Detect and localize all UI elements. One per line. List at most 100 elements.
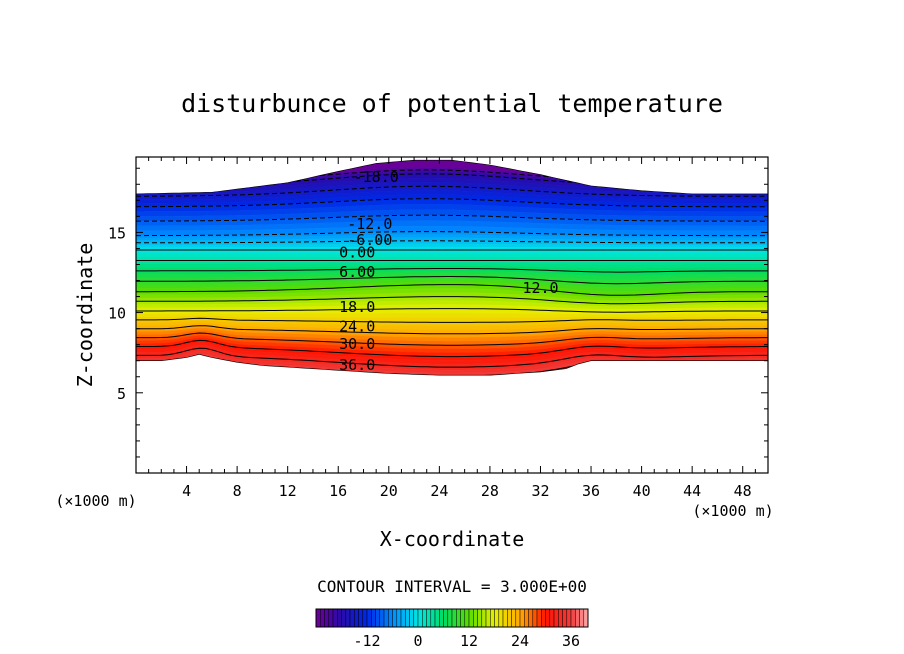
contour-line [136, 214, 768, 222]
contour-label: -18.0 [354, 168, 399, 186]
colorbar-cell [354, 608, 359, 628]
colorbar-cell [515, 608, 521, 628]
contour-line [136, 240, 768, 244]
contour-label: 6.00 [339, 263, 375, 281]
colorbar-cell [439, 608, 444, 628]
y-axis-ticks: 5 10 15 [108, 167, 768, 458]
colorbar-cell [490, 608, 495, 628]
x-tick-label: 24 [430, 482, 448, 500]
contour-line [136, 339, 768, 358]
colorbar-cell [549, 608, 555, 628]
colorbar-cell [332, 608, 338, 628]
colorbar-cell [575, 608, 580, 628]
y-tick-label: 5 [117, 385, 126, 403]
colorbar-cell [447, 608, 453, 628]
colorbar-cell [400, 608, 406, 628]
colorbar-cell [405, 608, 410, 628]
colorbar-cell [524, 608, 529, 628]
colorbar-cell [328, 608, 334, 628]
contour-line [136, 198, 768, 208]
colorbar-cell [473, 608, 478, 628]
x-axis-label: X-coordinate [380, 527, 525, 551]
contour-label: 24.0 [339, 317, 375, 335]
colorbar [315, 608, 589, 628]
colorbar-cell [536, 608, 542, 628]
colorbar-cell [358, 608, 364, 628]
x-unit-label-right: (×1000 m) [692, 502, 773, 520]
colorbar-cell [371, 608, 376, 628]
color-bands [136, 160, 768, 376]
contour-line [136, 268, 768, 273]
contour-label: 30.0 [339, 335, 375, 353]
contour-label: 12.0 [522, 279, 558, 297]
colorbar-cell [409, 608, 415, 628]
colorbar-cell [434, 608, 440, 628]
x-tick-label: 20 [380, 482, 398, 500]
colorbar-cell [456, 608, 461, 628]
colorbar-cell [366, 608, 372, 628]
colorbar-cell [345, 608, 351, 628]
colorbar-cell [481, 608, 487, 628]
colorbar-cell [558, 608, 563, 628]
colorbar-cell [464, 608, 470, 628]
colorbar-cell [413, 608, 419, 628]
x-tick-label: 32 [531, 482, 549, 500]
colorbar-cell [426, 608, 432, 628]
colorbar-cell [422, 608, 427, 628]
colorbar-cell [562, 608, 568, 628]
colorbar-cell [502, 608, 508, 628]
x-tick-label: 48 [734, 482, 752, 500]
contour-line [136, 296, 768, 305]
colorbar-cell [460, 608, 466, 628]
x-tick-label: 28 [481, 482, 499, 500]
color-band [136, 249, 768, 254]
contour-label: 18.0 [339, 298, 375, 316]
colorbar-cell [396, 608, 402, 628]
color-band [136, 256, 768, 261]
colorbar-tick-labels: -12 0 12 24 36 [353, 632, 580, 650]
y-axis-label: Z-coordinate [73, 243, 97, 388]
colorbar-cell [485, 608, 491, 628]
colorbar-cell [430, 608, 436, 628]
x-tick-label: 8 [233, 482, 242, 500]
contour-line [136, 185, 768, 197]
contour-line [136, 231, 768, 237]
colorbar-cell [532, 608, 538, 628]
contour-label: -6.00 [347, 231, 392, 249]
contour-label: -12.0 [347, 215, 392, 233]
contour-labels: -18.0 -12.0-6.000.006.00 12.0 18.024.030.0 3… [339, 168, 558, 374]
colorbar-frame [315, 608, 589, 628]
colorbar-cell [553, 608, 559, 628]
contour-line [136, 347, 768, 368]
colorbar-cell [392, 608, 398, 628]
y-tick-label: 10 [108, 305, 126, 323]
x-tick-label: 4 [182, 482, 191, 500]
colorbar-cell [451, 608, 457, 628]
colorbar-cell [566, 608, 572, 628]
contour-label: 36.0 [339, 356, 375, 374]
colorbar-cell [541, 608, 546, 628]
colorbar-cell [579, 608, 585, 628]
x-tick-label: 36 [582, 482, 600, 500]
colorbar-cell [349, 608, 355, 628]
contour-line [136, 332, 768, 346]
colorbar-cell [315, 608, 321, 628]
chart-title: disturbunce of potential temperature [181, 89, 723, 118]
plot-area [136, 159, 768, 376]
colorbar-cell [583, 608, 589, 628]
colorbar-cell [528, 608, 534, 628]
colorbar-tick-label: 36 [562, 632, 580, 650]
contour-line [136, 325, 768, 335]
x-axis-ticks: 4 8 12 16 20 24 28 32 36 40 44 48 [148, 157, 756, 500]
contour-line [136, 284, 768, 296]
colorbar-cell [417, 608, 423, 628]
colorbar-tick-label: 12 [460, 632, 478, 650]
colorbar-cell [379, 608, 385, 628]
colorbar-cell [519, 608, 525, 628]
colorbar-tick-label: 24 [511, 632, 529, 650]
x-tick-label: 40 [633, 482, 651, 500]
colorbar-cell [507, 608, 512, 628]
field-boundary [136, 159, 768, 376]
x-tick-label: 16 [329, 482, 347, 500]
